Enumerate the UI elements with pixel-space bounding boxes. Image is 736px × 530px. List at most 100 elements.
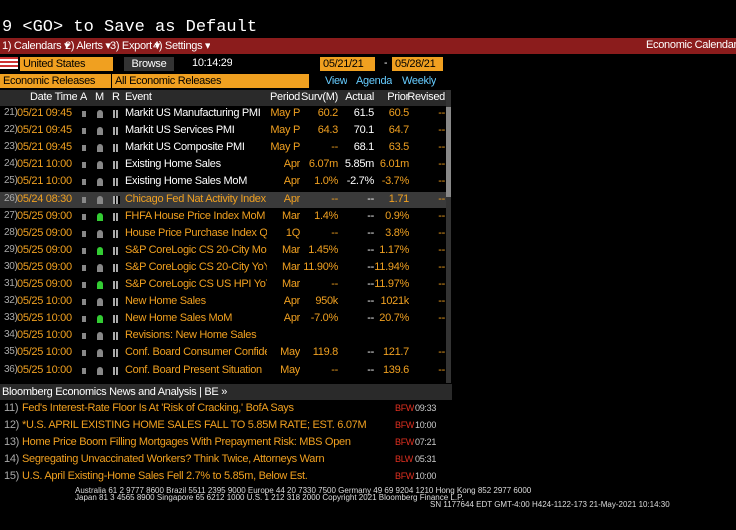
- row-datetime: 05/25 10:00: [17, 312, 72, 325]
- row-number: 28): [4, 226, 18, 238]
- country-field[interactable]: United States: [20, 57, 113, 71]
- row-survey: --: [331, 363, 338, 376]
- row-period: 1Q: [285, 226, 300, 239]
- row-number: 22): [4, 124, 18, 136]
- browse-button[interactable]: Browse: [124, 57, 174, 71]
- row-period: May P: [270, 141, 300, 154]
- agenda-option[interactable]: Agenda: [356, 75, 393, 87]
- row-event: New Home Sales: [125, 295, 206, 308]
- row-period: Apr: [283, 192, 300, 205]
- row-event: Markit US Composite PMI: [125, 141, 245, 154]
- row-datetime: 05/21 09:45: [17, 124, 72, 137]
- chart-icon: [113, 332, 120, 341]
- alert-icon: [82, 128, 86, 135]
- row-actual: --: [367, 346, 374, 359]
- row-datetime: 05/21 10:00: [17, 158, 72, 171]
- menu-item[interactable]: 4) Settings ▾: [153, 40, 211, 52]
- row-datetime: 05/25 09:00: [17, 209, 72, 222]
- bell-icon: [97, 349, 103, 358]
- command-line: 9 <GO> to Save as Default: [2, 18, 258, 37]
- calendar-link[interactable]: Economic Calendars: [646, 39, 736, 51]
- news-headline[interactable]: Fed's Interest-Rate Floor Is At 'Risk of…: [22, 402, 294, 414]
- news-time: 05:31: [415, 454, 437, 464]
- alert-icon: [82, 316, 86, 323]
- row-actual: --: [367, 363, 374, 376]
- scrollbar-thumb[interactable]: [446, 107, 451, 197]
- column-header: Period: [270, 91, 300, 103]
- chart-icon: [113, 366, 120, 375]
- row-survey: --: [331, 141, 338, 154]
- row-actual: 68.1: [353, 141, 374, 154]
- row-number: 25): [4, 175, 18, 187]
- row-prior: 6.01m: [379, 158, 409, 171]
- row-number: 29): [4, 243, 18, 255]
- row-survey: 60.2: [317, 107, 338, 119]
- row-period: May: [280, 363, 300, 376]
- row-revised: --: [438, 312, 445, 325]
- row-period: Mar: [281, 260, 300, 273]
- alert-icon: [82, 350, 86, 357]
- row-prior: 121.7: [382, 346, 409, 359]
- row-survey: 6.07m: [308, 158, 338, 171]
- view-label: View: [325, 75, 348, 87]
- row-prior: -3.7%: [381, 175, 409, 188]
- column-header: Surv(M): [300, 91, 338, 103]
- news-number: 13): [4, 436, 19, 448]
- menu-item[interactable]: 1) Calendars ▾: [2, 40, 70, 52]
- chart-icon: [113, 298, 120, 307]
- row-prior: 63.5: [388, 141, 409, 154]
- row-revised: --: [438, 363, 445, 376]
- clock: 10:14:29: [192, 57, 233, 69]
- news-number: 14): [4, 453, 19, 465]
- news-time: 07:21: [415, 437, 437, 447]
- row-event: Markit US Services PMI: [125, 124, 235, 137]
- row-number: 36): [4, 363, 18, 375]
- row-period: Apr: [283, 312, 300, 325]
- row-period: Apr: [283, 175, 300, 188]
- row-actual: 5.85m: [344, 158, 374, 171]
- type-dropdown[interactable]: Economic Releases: [0, 74, 111, 88]
- end-date[interactable]: 05/28/21: [392, 57, 443, 71]
- column-header: Actual: [345, 91, 374, 103]
- menu-item[interactable]: 3) Export ▾: [110, 40, 160, 52]
- chart-icon: [113, 127, 120, 136]
- bell-icon: [97, 110, 103, 118]
- weekly-option[interactable]: Weekly: [402, 75, 437, 87]
- news-headline[interactable]: U.S. April Existing-Home Sales Fell 2.7%…: [22, 470, 308, 482]
- row-event: New Home Sales MoM: [125, 312, 233, 325]
- row-event: Existing Home Sales: [125, 158, 221, 171]
- row-survey: 119.8: [312, 346, 338, 359]
- news-headline[interactable]: Home Price Boom Filling Mortgages With P…: [22, 436, 351, 448]
- bell-icon: [97, 195, 103, 204]
- row-prior: 20.7%: [379, 312, 409, 325]
- news-headline[interactable]: *U.S. APRIL EXISTING HOME SALES FALL TO …: [22, 419, 367, 431]
- bell-icon: [97, 212, 103, 221]
- news-headline[interactable]: Segregating Unvaccinated Workers? Think …: [22, 453, 325, 465]
- row-actual: --: [367, 209, 374, 222]
- row-number: 33): [4, 312, 18, 324]
- row-event: Conf. Board Present Situation: [125, 363, 262, 376]
- chart-icon: [113, 246, 120, 255]
- bell-icon: [97, 298, 103, 307]
- row-number: 21): [4, 107, 18, 118]
- row-datetime: 05/21 09:45: [17, 107, 72, 119]
- alert-icon: [82, 264, 86, 271]
- row-datetime: 05/21 09:45: [17, 141, 72, 154]
- column-header-bar: [0, 90, 446, 106]
- bell-icon: [97, 315, 103, 324]
- row-survey: --: [331, 226, 338, 239]
- row-number: 26): [4, 192, 18, 204]
- row-event: S&P CoreLogic CS US HPI YoY ..: [125, 278, 267, 290]
- row-event: S&P CoreLogic CS 20-City MoM..: [125, 243, 267, 256]
- row-prior: 1.17%: [379, 243, 409, 256]
- row-number: 24): [4, 158, 18, 170]
- start-date[interactable]: 05/21/21: [320, 57, 375, 71]
- row-prior: 11.97%: [374, 278, 409, 290]
- news-number: 15): [4, 470, 19, 482]
- row-datetime: 05/25 10:00: [17, 346, 72, 359]
- scope-dropdown[interactable]: All Economic Releases: [112, 74, 309, 88]
- alert-icon: [82, 367, 86, 374]
- menu-item[interactable]: 2) Alerts ▾: [65, 40, 111, 52]
- row-prior: 3.8%: [385, 226, 409, 239]
